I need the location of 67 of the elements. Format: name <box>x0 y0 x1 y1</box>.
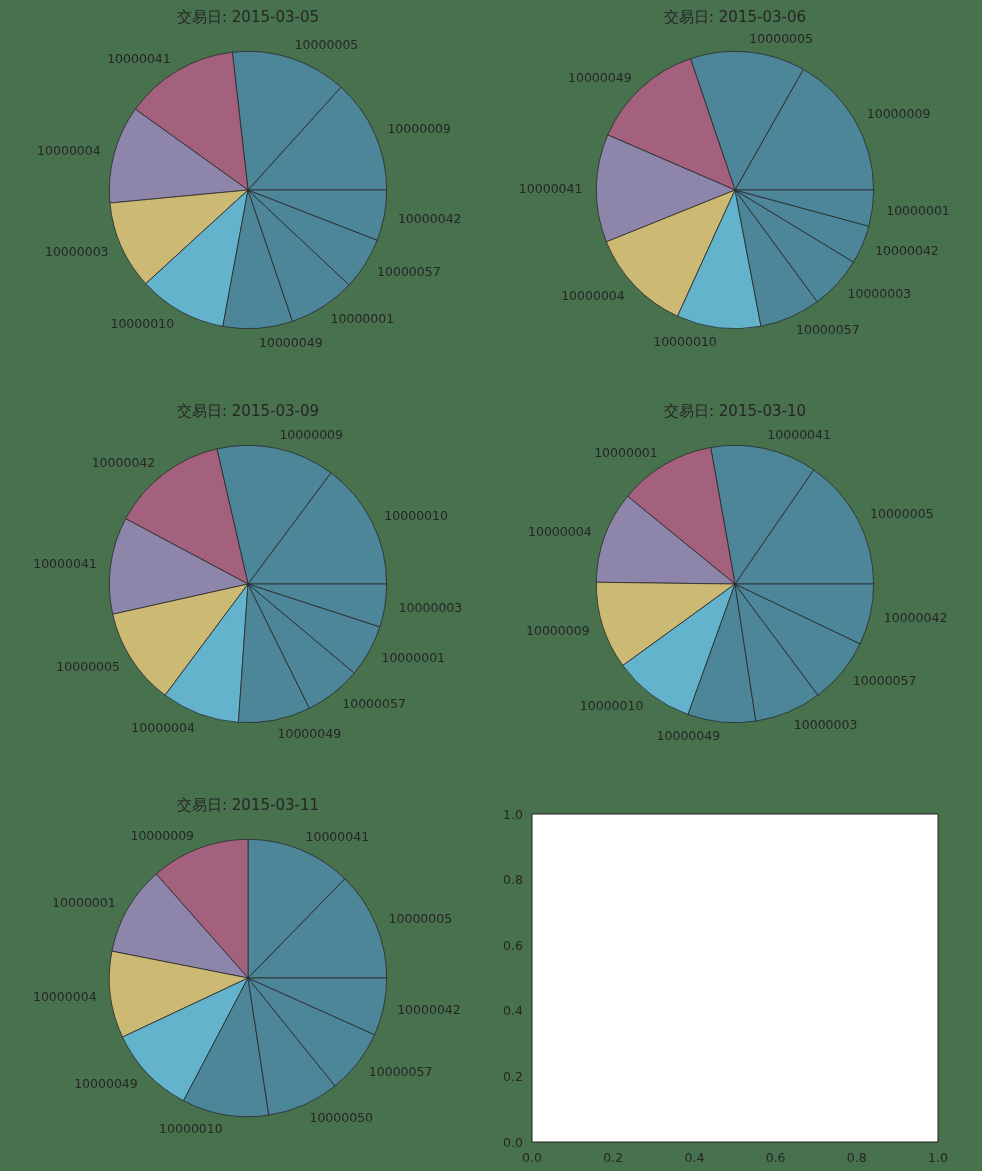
slice-label: 10000057 <box>377 263 441 279</box>
slice-label: 10000041 <box>305 829 370 845</box>
slice-label: 10000001 <box>381 650 446 666</box>
x-tick-label: 0.4 <box>684 1149 705 1165</box>
chart-title: 交易日: 2015-03-05 <box>177 7 319 26</box>
y-tick-label: 0.6 <box>503 937 524 953</box>
slice-label: 10000001 <box>330 310 395 326</box>
chart-title: 交易日: 2015-03-10 <box>664 401 806 420</box>
slice-label: 10000004 <box>528 524 592 540</box>
y-tick-label: 0.0 <box>503 1134 524 1150</box>
y-tick-label: 0.2 <box>503 1068 523 1084</box>
y-tick-label: 0.4 <box>503 1003 524 1019</box>
slice-label: 10000004 <box>561 287 625 303</box>
slice-label: 10000001 <box>886 202 950 218</box>
slice-label: 10000009 <box>387 120 452 136</box>
slice-label: 10000049 <box>277 726 342 742</box>
slice-label: 10000010 <box>384 508 449 524</box>
slice-label: 10000041 <box>767 427 831 443</box>
slice-label: 10000004 <box>37 142 101 158</box>
slice-label: 10000005 <box>749 30 813 46</box>
y-tick-label: 1.0 <box>503 806 524 822</box>
slice-label: 10000004 <box>32 989 97 1005</box>
slice-label: 10000057 <box>796 322 860 338</box>
slice-label: 10000003 <box>793 717 858 733</box>
chart-title: 交易日: 2015-03-11 <box>177 795 319 814</box>
slice-label: 10000003 <box>44 244 109 260</box>
slice-label: 10000001 <box>52 894 116 910</box>
slice-label: 10000041 <box>33 555 97 571</box>
slice-label: 10000042 <box>397 210 462 226</box>
slice-label: 10000042 <box>883 610 948 626</box>
slice-label: 10000003 <box>398 600 463 616</box>
slice-label: 10000049 <box>568 70 632 86</box>
slice-label: 10000057 <box>852 673 917 689</box>
x-tick-label: 0.0 <box>522 1149 542 1165</box>
slice-label: 10000010 <box>159 1120 223 1136</box>
x-tick-label: 0.2 <box>603 1149 624 1165</box>
x-tick-label: 0.8 <box>846 1149 867 1165</box>
slice-label: 10000009 <box>866 105 931 121</box>
slice-label: 10000010 <box>110 315 175 331</box>
slice-label: 10000005 <box>294 37 359 53</box>
slice-label: 10000009 <box>279 427 344 443</box>
slice-label: 10000057 <box>342 696 406 712</box>
slice-label: 10000042 <box>397 1002 461 1018</box>
slice-label: 10000057 <box>368 1063 433 1079</box>
slice-label: 10000005 <box>388 911 453 927</box>
slice-label: 10000010 <box>579 698 644 714</box>
chart-title: 交易日: 2015-03-06 <box>664 7 806 26</box>
slice-label: 10000041 <box>518 180 583 196</box>
slice-label: 10000042 <box>875 242 939 258</box>
chart-title: 交易日: 2015-03-09 <box>177 401 319 420</box>
slice-label: 10000001 <box>594 444 658 460</box>
slice-label: 10000049 <box>74 1075 138 1091</box>
slice-label: 10000049 <box>259 334 323 350</box>
slice-label: 10000005 <box>870 505 934 521</box>
slice-label: 10000009 <box>130 827 195 843</box>
slice-label: 10000009 <box>526 622 590 638</box>
slice-label: 10000042 <box>91 455 156 471</box>
slice-label: 10000003 <box>847 285 912 301</box>
x-tick-label: 0.6 <box>765 1149 786 1165</box>
slice-label: 10000049 <box>656 728 721 744</box>
slice-label: 10000041 <box>107 50 171 66</box>
slice-label: 10000010 <box>653 333 717 349</box>
x-tick-label: 1.0 <box>928 1149 948 1165</box>
slice-label: 10000005 <box>56 659 120 675</box>
slice-label: 10000004 <box>131 719 196 735</box>
slice-label: 10000050 <box>309 1110 374 1126</box>
y-tick-label: 0.8 <box>503 872 524 888</box>
